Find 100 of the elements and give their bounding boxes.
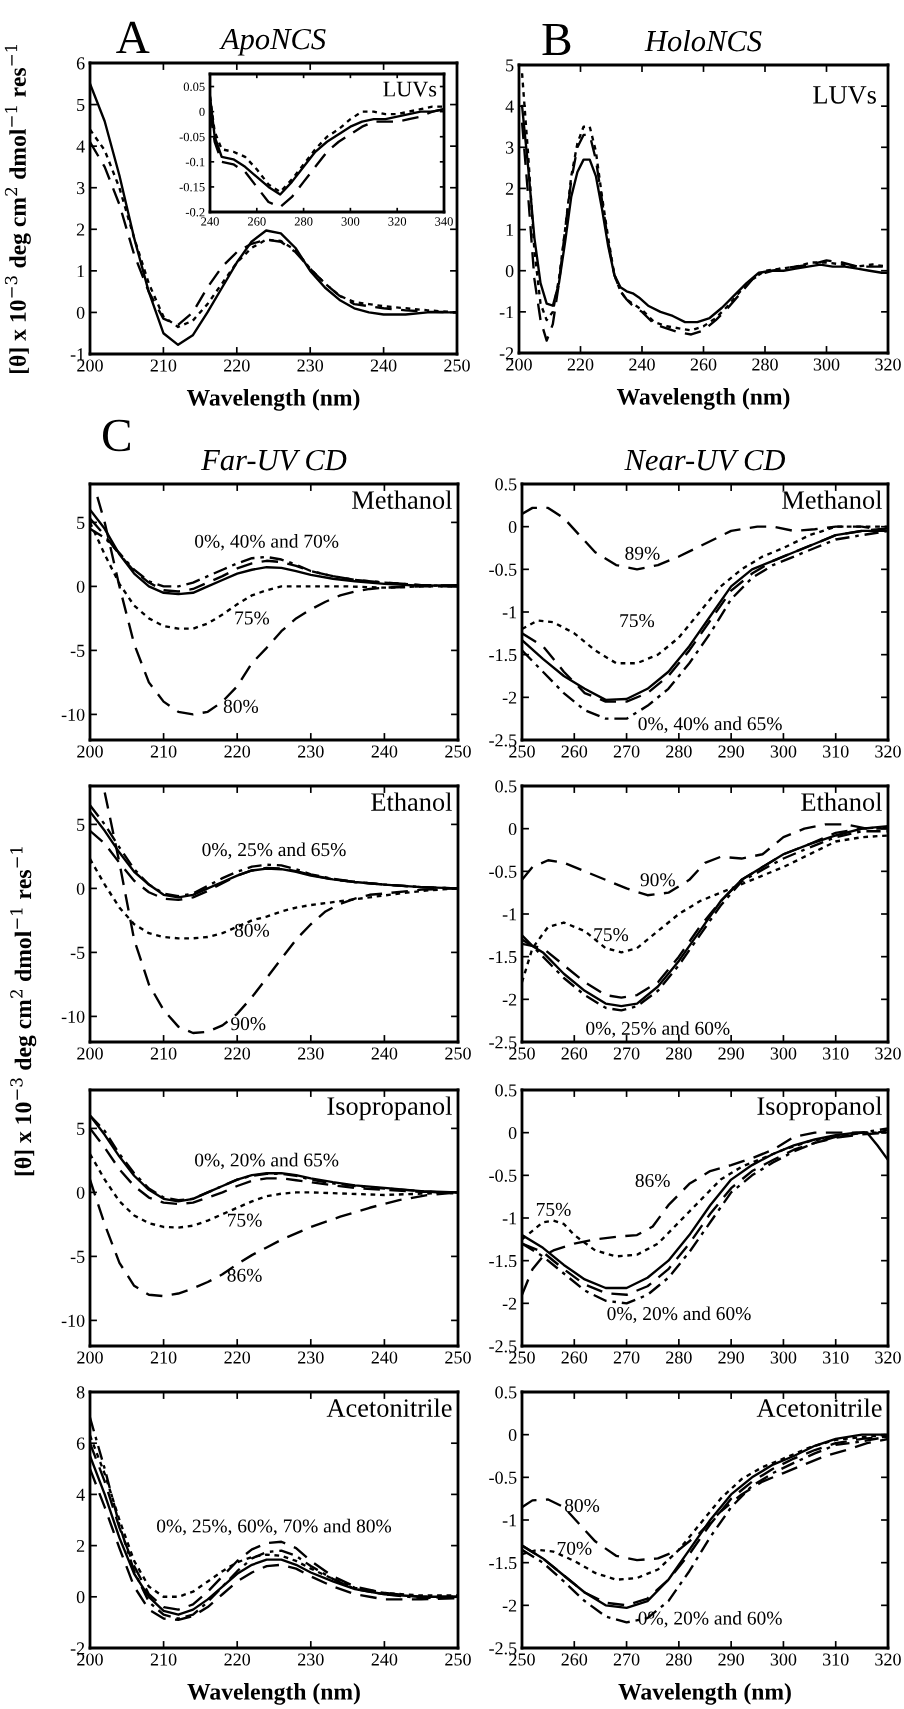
y-tick-label: 4 [76,140,85,153]
annotation: 75% [228,1213,262,1227]
x-axis-title: Wavelength (nm) [186,389,360,411]
annotation: 80% [234,923,270,937]
x-tick-label: 250 [509,1351,535,1364]
y-tick-label: -2 [502,1297,517,1310]
x-tick-label: 320 [388,217,407,226]
x-tick-label: 210 [150,745,177,758]
x-tick-label: 260 [561,1351,588,1364]
x-tick-label: 200 [77,359,103,372]
y-tick-label: 0.5 [495,1386,517,1399]
text: A [116,21,150,53]
annotation: 86% [635,1173,670,1188]
y-tick-label: 5 [77,818,85,831]
y-axis-title: [θ] x 10$^{−3}$ deg cm$^{2}$ dmol$^{−1}$ res$^{−1}$ [10,847,37,1176]
annotation: Acetonitrile [326,1398,452,1417]
y-tick-label: -1.5 [489,1557,517,1570]
x-tick-label: 280 [666,745,692,758]
y-tick-label: 0 [508,822,517,836]
y-tick-label: -0.5 [489,1471,517,1484]
annotation: 75% [536,1202,571,1217]
x-tick-label: 240 [629,358,655,371]
y-tick-label: 5 [77,1122,85,1135]
x-axis-title: Wavelength (nm) [187,1683,360,1705]
x-tick-label: 200 [77,1653,103,1666]
x-tick-label: 310 [823,745,849,758]
y-tick-label: 2 [76,223,85,236]
x-tick-label: 240 [371,745,398,758]
x-tick-label: 270 [613,1351,640,1364]
y-tick-label: -1 [502,908,517,921]
x-tick-label: 200 [77,745,103,758]
chart-title: Near-UV CD [624,449,786,471]
y-tick-label: 0 [508,520,517,534]
y-tick-label: 0 [508,1428,517,1442]
annotation: 80% [223,699,259,713]
y-tick-label: 0.5 [495,780,517,793]
y-tick-label: -0.1 [185,157,205,167]
x-tick-label: 200 [506,358,532,371]
x-tick-label: 220 [224,1653,251,1666]
chart-title: Far-UV CD [201,449,347,471]
x-tick-label: 300 [341,217,360,226]
y-tick-label: 5 [506,59,514,72]
y-axis-title: [θ] x 10$^{−3}$ deg cm$^{2}$ dmol$^{−1}$ res$^{−1}$ [4,45,31,374]
y-tick-label: -5 [70,946,85,959]
y-tick-label: 0.05 [183,82,205,92]
y-tick-label: -2 [502,691,517,704]
x-tick-label: 310 [823,1653,849,1666]
x-tick-label: 260 [690,358,717,371]
annotation: 0%, 20% and 65% [195,1152,339,1170]
annotation: Acetonitrile [756,1398,882,1417]
chart-title: ApoNCS [219,28,326,56]
y-tick-label: 8 [76,1386,85,1399]
y-tick-label: -2 [70,1642,85,1655]
x-tick-label: 210 [150,1047,177,1060]
x-tick-label: 240 [371,1351,398,1364]
x-tick-label: 220 [224,745,251,758]
x-tick-label: 300 [770,1351,797,1364]
x-tick-label: 320 [875,1653,901,1666]
x-tick-label: 270 [613,745,640,758]
y-tick-label: 0.5 [495,478,517,491]
y-tick-label: 1 [77,265,85,278]
x-tick-label: 280 [666,1653,692,1666]
y-tick-label: 1 [506,223,514,236]
y-tick-label: 0.5 [495,1084,517,1097]
y-tick-label: -1 [502,606,517,619]
x-tick-label: 270 [613,1047,640,1060]
y-tick-label: 3 [76,182,85,195]
annotation: 0%, 40% and 70% [195,534,339,551]
y-tick-label: 0 [505,264,514,278]
y-tick-label: -0.5 [489,563,517,576]
x-tick-label: 200 [77,1351,103,1364]
x-tick-label: 300 [770,1653,797,1666]
x-tick-label: 280 [752,358,778,371]
y-tick-label: -1.5 [489,951,517,964]
x-tick-label: 300 [770,1047,797,1060]
annotation: 90% [640,873,675,887]
x-tick-label: 200 [77,1047,103,1060]
y-tick-label: -1 [499,306,514,319]
y-tick-label: 4 [505,100,514,113]
annotation: LUVs [813,86,876,104]
y-tick-label: -1.5 [489,649,517,662]
x-tick-label: 270 [613,1653,640,1666]
x-tick-label: 210 [150,359,177,372]
annotation: 75% [594,928,629,942]
y-tick-label: 0 [76,306,85,319]
y-tick-label: -1.5 [489,1255,517,1268]
x-tick-label: 260 [561,1047,588,1060]
x-tick-label: 290 [718,1653,744,1666]
annotation: 89% [625,546,660,560]
annotation: Ethanol [801,792,882,811]
annotation: Isopropanol [757,1096,882,1121]
x-tick-label: 230 [298,1047,324,1060]
x-tick-label: 230 [298,1653,324,1666]
chart-title: HoloNCS [644,29,762,52]
x-tick-label: 260 [561,745,588,758]
x-tick-label: 320 [875,745,901,758]
annotation: 70% [557,1541,592,1555]
y-tick-label: 0 [76,1186,85,1199]
y-tick-label: 0 [76,1591,85,1604]
x-tick-label: 220 [567,358,594,371]
